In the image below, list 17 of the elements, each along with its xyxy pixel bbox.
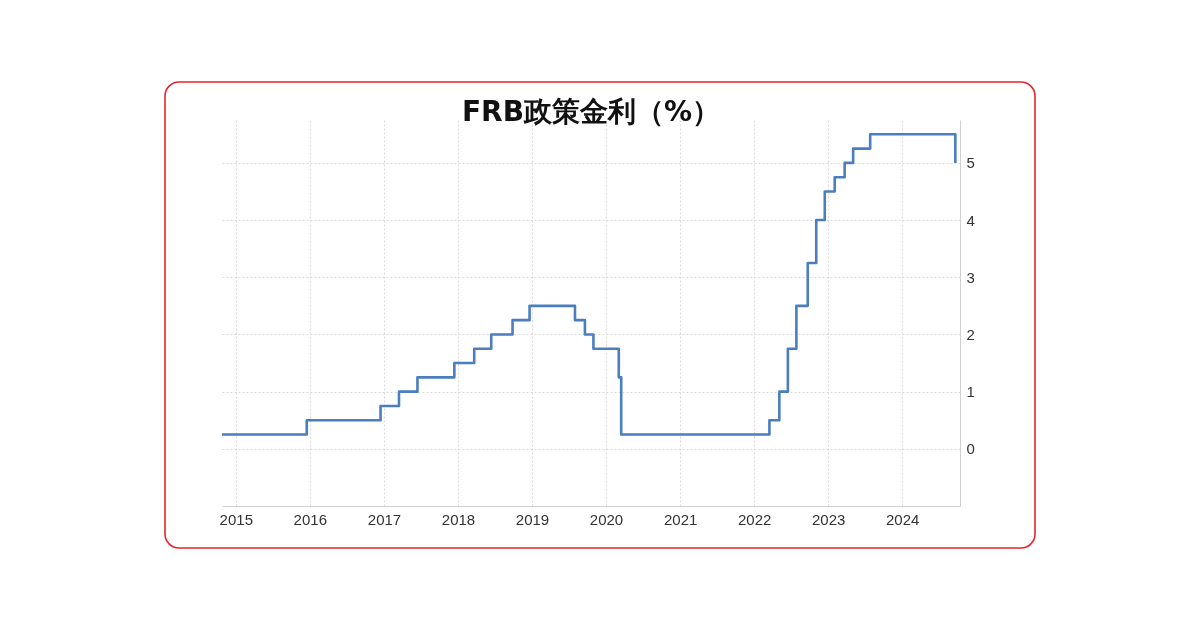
x-tick-label: 2019 — [515, 510, 550, 528]
x-tick-label: 2023 — [812, 510, 846, 528]
x-tick-label: 2018 — [441, 510, 476, 528]
x-tick-label: 2022 — [738, 510, 772, 528]
y-tick-label: 1 — [966, 383, 975, 401]
y-tick-label: 5 — [966, 154, 975, 172]
y-tick-label: 3 — [966, 268, 975, 286]
x-tick-label: 2015 — [219, 510, 253, 528]
y-tick-label: 2 — [966, 325, 975, 343]
x-tick-label: 2020 — [589, 510, 624, 528]
x-tick-label: 2017 — [367, 510, 402, 528]
x-tick-label: 2024 — [886, 510, 920, 528]
y-tick-label: 4 — [966, 211, 975, 229]
chart-title: FRB政策金利（%） — [461, 95, 721, 129]
x-tick-label: 2021 — [664, 510, 698, 528]
x-tick-label: 2016 — [293, 510, 327, 528]
y-tick-label: 0 — [966, 440, 975, 458]
